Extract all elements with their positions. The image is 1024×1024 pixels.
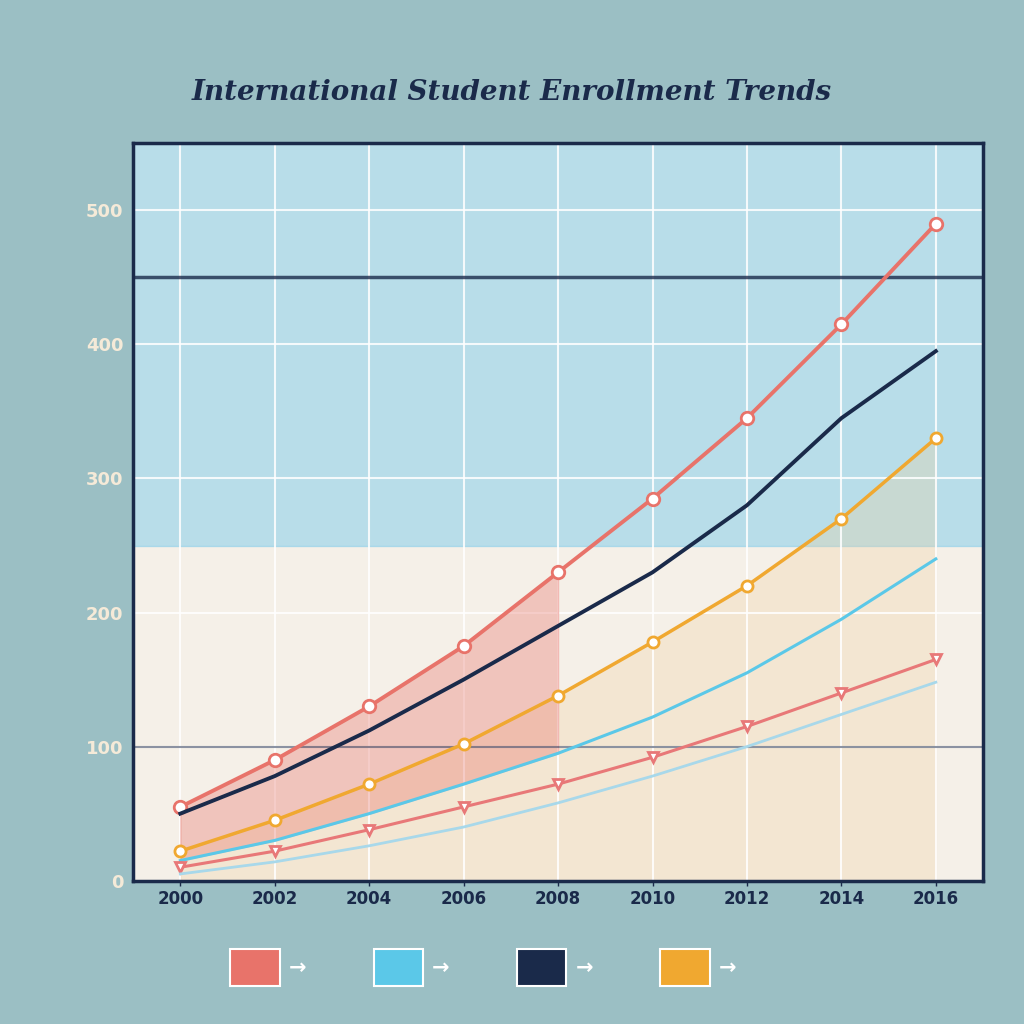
- Bar: [133, 143, 983, 546]
- Canada: [740, 740, 753, 753]
- Canada: [174, 867, 186, 880]
- Line: Canada: Canada: [180, 682, 936, 873]
- France: [930, 553, 942, 565]
- Australia: [930, 432, 942, 444]
- Text: →: →: [289, 957, 306, 978]
- UK: [552, 566, 564, 579]
- Germany: [836, 687, 848, 699]
- Line: Germany: Germany: [175, 654, 941, 872]
- USA: [930, 345, 942, 357]
- Line: France: France: [180, 559, 936, 860]
- Text: →: →: [432, 957, 450, 978]
- USA: [458, 674, 470, 686]
- USA: [268, 770, 281, 782]
- UK: [268, 754, 281, 766]
- USA: [836, 412, 848, 424]
- Australia: [458, 737, 470, 750]
- Germany: [174, 861, 186, 873]
- Line: UK: UK: [174, 217, 942, 813]
- UK: [930, 218, 942, 230]
- Australia: [268, 814, 281, 826]
- USA: [646, 566, 658, 579]
- France: [174, 854, 186, 866]
- Canada: [646, 770, 658, 782]
- UK: [458, 640, 470, 652]
- Text: International Student Enrollment Trends: International Student Enrollment Trends: [191, 79, 833, 105]
- France: [836, 613, 848, 626]
- Australia: [836, 513, 848, 525]
- Canada: [930, 676, 942, 688]
- Australia: [646, 636, 658, 648]
- France: [552, 748, 564, 760]
- UK: [646, 493, 658, 505]
- Germany: [646, 752, 658, 764]
- Canada: [552, 797, 564, 809]
- UK: [364, 700, 376, 713]
- UK: [174, 801, 186, 813]
- Australia: [364, 778, 376, 791]
- France: [458, 778, 470, 791]
- USA: [364, 724, 376, 736]
- Australia: [552, 689, 564, 701]
- France: [646, 711, 658, 723]
- Germany: [552, 778, 564, 791]
- Germany: [268, 845, 281, 857]
- USA: [552, 620, 564, 632]
- Canada: [458, 821, 470, 834]
- Line: Australia: Australia: [175, 433, 941, 857]
- Canada: [836, 709, 848, 721]
- France: [268, 835, 281, 847]
- Text: →: →: [719, 957, 736, 978]
- Australia: [740, 580, 753, 592]
- Canada: [268, 856, 281, 868]
- Germany: [458, 801, 470, 813]
- Text: →: →: [575, 957, 593, 978]
- UK: [740, 412, 753, 424]
- Germany: [364, 823, 376, 836]
- USA: [740, 499, 753, 511]
- Canada: [364, 840, 376, 852]
- Australia: [174, 845, 186, 857]
- Line: USA: USA: [180, 351, 936, 814]
- UK: [836, 318, 848, 331]
- Germany: [930, 653, 942, 666]
- France: [740, 667, 753, 679]
- Bar: [133, 546, 983, 881]
- France: [364, 808, 376, 820]
- Germany: [740, 720, 753, 732]
- USA: [174, 808, 186, 820]
